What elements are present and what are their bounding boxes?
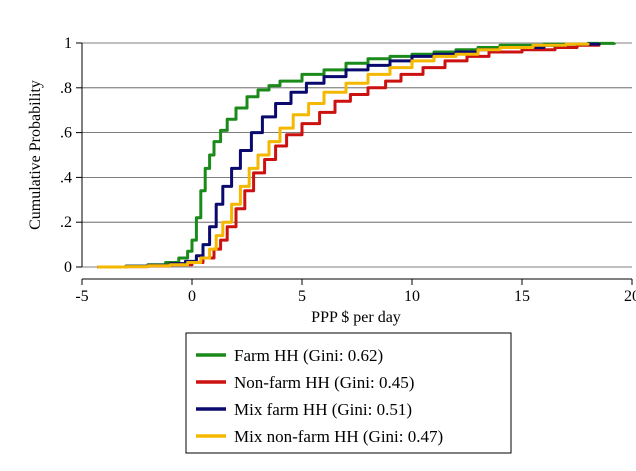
x-tick-label: 20 bbox=[624, 288, 636, 305]
series-layer bbox=[97, 41, 616, 269]
y-tick-label: .6 bbox=[60, 125, 72, 142]
legend-label: Farm HH (Gini: 0.62) bbox=[234, 346, 383, 365]
series-line-1 bbox=[97, 43, 601, 269]
y-axis-title: Cumulative Probability bbox=[27, 80, 44, 230]
axis-layer: 0.2.4.6.81-5 0 5 10 15 20 bbox=[60, 35, 636, 305]
legend-label: Mix farm HH (Gini: 0.51) bbox=[234, 400, 412, 419]
series-line-0 bbox=[97, 41, 616, 269]
series-line-3 bbox=[97, 42, 590, 269]
legend: Farm HH (Gini: 0.62) Non-farm HH (Gini: 0… bbox=[185, 332, 512, 454]
y-tick-label: .8 bbox=[60, 80, 72, 97]
series-line-2 bbox=[97, 42, 601, 269]
legend-label: Non-farm HH (Gini: 0.45) bbox=[234, 373, 414, 392]
x-tick-label: 15 bbox=[514, 288, 530, 305]
x-tick-label: -5 bbox=[75, 288, 88, 305]
x-tick-label: 10 bbox=[404, 288, 420, 305]
y-tick-label: 0 bbox=[64, 259, 72, 276]
x-tick-label: 0 bbox=[188, 288, 196, 305]
y-tick-label: 1 bbox=[64, 35, 72, 52]
y-tick-label: .4 bbox=[60, 169, 72, 186]
legend-label: Mix non-farm HH (Gini: 0.47) bbox=[234, 427, 443, 446]
grid-layer bbox=[82, 42, 632, 268]
x-axis-title: PPP $ per day bbox=[311, 309, 401, 326]
legend-box bbox=[185, 332, 512, 454]
y-tick-label: .2 bbox=[60, 214, 72, 231]
x-tick-label: 5 bbox=[298, 288, 306, 305]
